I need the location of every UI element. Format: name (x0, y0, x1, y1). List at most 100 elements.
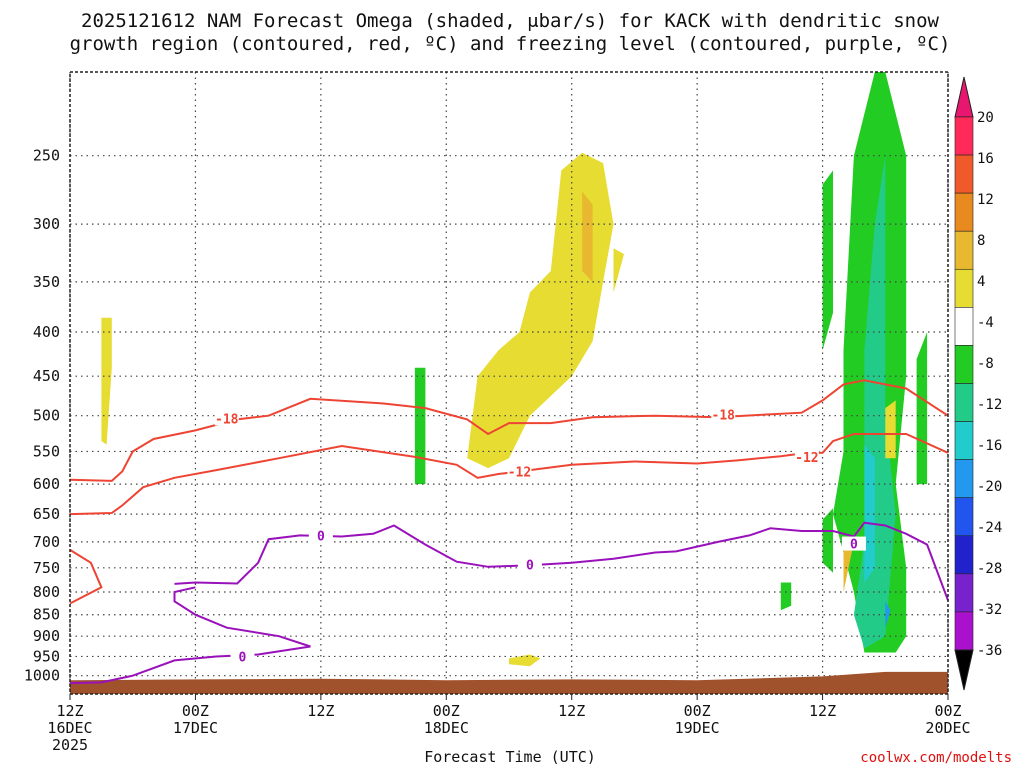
contour-freezing-level (174, 521, 949, 601)
contour-label-5: 0 (526, 558, 534, 573)
x-tick-label-36-0: 00Z (433, 702, 460, 720)
colorbar-label-6: -8 (977, 356, 994, 372)
contour-dgz-lower (69, 549, 103, 605)
contour-label-6: 0 (239, 651, 247, 666)
colorbar-seg-3 (954, 230, 974, 270)
contour-label-bg-0 (214, 411, 239, 426)
colorbar-seg-4 (954, 268, 974, 308)
colorbar-seg-5 (954, 307, 974, 346)
omega-shade-2 (582, 191, 593, 282)
y-tick-label-850: 850 (33, 606, 60, 624)
omega-shade-15 (885, 400, 896, 459)
x-tick-label-0-2: 2025 (52, 736, 88, 754)
omega-shade-11 (780, 582, 792, 611)
omega-shade-12 (822, 508, 833, 573)
colorbar-label-3: 8 (977, 233, 985, 249)
contour-dgz-minus18 (69, 379, 949, 482)
y-axis-ticks: 250 300 350 400 450 500 550 600 650 700 750 800 850 9… (24, 147, 60, 685)
contour-layer: -18 -18 -12 -12 0 0 0 0 (69, 379, 949, 685)
y-tick-label-500: 500 (33, 407, 60, 425)
colorbar-top-arrow (954, 76, 974, 118)
omega-shade-6 (414, 367, 426, 485)
contour-label-bg-3 (794, 450, 819, 465)
contour-label-7: 0 (850, 538, 858, 553)
colorbar-label-9: -20 (977, 479, 1002, 495)
x-axis-label: Forecast Time (UTC) (424, 748, 596, 766)
x-tick-label-0-1: 16DEC (47, 719, 92, 737)
colorbar-label-5: -4 (977, 315, 994, 331)
chart-title-line1: 2025121612 NAM Forecast Omega (shaded, μ… (81, 10, 939, 32)
omega-shade-0 (101, 317, 112, 445)
colorbar-seg-7 (954, 383, 974, 422)
omega-shade-14 (885, 601, 891, 628)
contour-label-bg-6 (230, 649, 255, 664)
ground-layer (70, 671, 948, 694)
colorbar-seg-9 (954, 459, 974, 499)
omega-shading-layer (101, 72, 928, 667)
x-tick-label-84-1: 20DEC (925, 719, 970, 737)
x-tick-label-24-0: 12Z (307, 702, 334, 720)
colorbar-seg-8 (954, 421, 974, 460)
credit-text: coolwx.com/modelts (860, 750, 1012, 766)
x-tick-label-36-1: 18DEC (424, 719, 469, 737)
colorbar-label-4: 4 (977, 274, 985, 290)
y-tick-label-600: 600 (33, 475, 60, 493)
contour-label-2: -12 (508, 466, 531, 481)
x-tick-label-0-0: 12Z (56, 702, 83, 720)
chart-title-line2: growth region (contoured, red, ºC) and f… (70, 33, 951, 55)
colorbar-label-1: 16 (977, 151, 994, 167)
x-tick-label-84-0: 00Z (934, 702, 961, 720)
y-tick-label-400: 400 (33, 323, 60, 341)
colorbar-label-0: 20 (977, 110, 994, 126)
y-tick-label-900: 900 (33, 627, 60, 645)
contour-label-bg-4 (308, 528, 333, 543)
colorbar-seg-1 (954, 154, 974, 194)
contour-label-bg-5 (517, 557, 542, 572)
colorbar-label-11: -28 (977, 561, 1002, 577)
omega-shade-16 (843, 541, 854, 592)
contour-label-bg-7 (841, 536, 866, 551)
contour-label-1: -18 (712, 409, 736, 424)
y-tick-label-550: 550 (33, 442, 60, 460)
x-tick-label-12-0: 00Z (182, 702, 209, 720)
contour-label-bg-1 (711, 407, 736, 422)
omega-shade-7 (822, 170, 833, 351)
colorbar-seg-6 (954, 345, 974, 384)
colorbar-bottom-arrow (954, 649, 974, 691)
omega-shade-1 (467, 152, 614, 469)
y-tick-label-450: 450 (33, 367, 60, 385)
contour-freezing-level-lower (69, 586, 311, 685)
y-tick-label-700: 700 (33, 533, 60, 551)
y-tick-label-250: 250 (33, 147, 60, 165)
omega-shade-3 (509, 654, 541, 667)
x-tick-label-60-1: 19DEC (675, 719, 720, 737)
y-tick-label-300: 300 (33, 215, 60, 233)
colorbar-seg-10 (954, 497, 974, 537)
omega-shade-13 (864, 444, 875, 583)
y-tick-label-1000: 1000 (24, 667, 60, 685)
x-tick-label-60-0: 00Z (684, 702, 711, 720)
contour-label-0: -18 (215, 412, 239, 427)
y-tick-label-750: 750 (33, 559, 60, 577)
colorbar: 20 16 12 8 4 -4 -8 -12 -16 -20 -24 -28 -32 -36 (954, 76, 1002, 691)
colorbar-seg-2 (954, 192, 974, 232)
colorbar-seg-11 (954, 535, 974, 575)
colorbar-label-8: -16 (977, 438, 1002, 454)
colorbar-seg-12 (954, 573, 974, 613)
omega-shade-10 (916, 332, 928, 485)
colorbar-seg-13 (954, 611, 974, 651)
contour-label-bg-2 (507, 464, 532, 479)
colorbar-label-2: 12 (977, 192, 994, 208)
y-tick-label-350: 350 (33, 273, 60, 291)
x-tick-label-48-0: 12Z (558, 702, 585, 720)
y-tick-label-800: 800 (33, 583, 60, 601)
x-tick-label-72-0: 12Z (809, 702, 836, 720)
omega-shade-4 (613, 248, 624, 293)
ground-fill (70, 671, 948, 694)
colorbar-label-13: -36 (977, 643, 1002, 659)
y-tick-label-650: 650 (33, 505, 60, 523)
colorbar-label-7: -12 (977, 397, 1002, 413)
contour-label-4: 0 (317, 530, 325, 545)
